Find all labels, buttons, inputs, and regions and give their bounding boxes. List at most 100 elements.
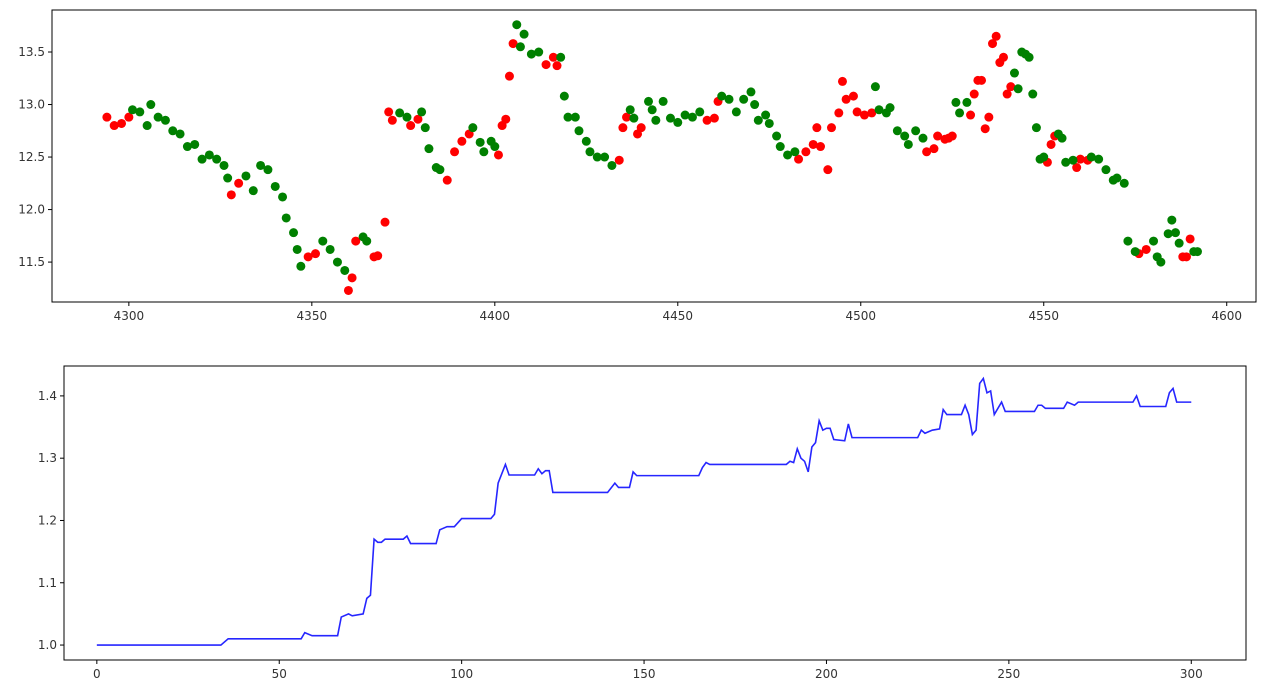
point [933, 131, 943, 141]
point [900, 131, 910, 141]
point [556, 52, 566, 62]
x-tick-label: 4350 [297, 309, 328, 323]
point [296, 261, 306, 271]
y-tick-label: 12.5 [18, 150, 45, 164]
point [783, 150, 793, 160]
point [761, 110, 771, 120]
point [303, 252, 313, 262]
point [1119, 178, 1129, 188]
point [885, 103, 895, 113]
point [592, 152, 602, 162]
point [1072, 163, 1082, 173]
point [351, 236, 361, 246]
point [772, 131, 782, 141]
point [607, 160, 617, 170]
point [1167, 215, 1177, 225]
point [234, 178, 244, 188]
point [746, 87, 756, 97]
point [826, 123, 836, 133]
point [702, 115, 712, 125]
point [955, 108, 965, 118]
point [1192, 247, 1202, 257]
point [1156, 257, 1166, 267]
point [347, 273, 357, 283]
point [808, 139, 818, 149]
point [219, 160, 229, 170]
point [292, 244, 302, 254]
x-tick-label: 50 [272, 667, 287, 681]
point [519, 29, 529, 39]
y-tick-label: 1.1 [38, 576, 57, 590]
point [442, 175, 452, 185]
point [479, 147, 489, 157]
point [109, 121, 119, 131]
point [395, 108, 405, 118]
point [614, 155, 624, 165]
point [387, 115, 397, 125]
point [457, 136, 467, 146]
point [190, 139, 200, 149]
point [135, 107, 145, 117]
point [281, 213, 291, 223]
point [951, 97, 961, 107]
point [1002, 89, 1012, 99]
y-tick-label: 1.2 [38, 513, 57, 527]
point [563, 112, 573, 122]
point [687, 112, 697, 122]
point [241, 171, 251, 181]
point [837, 76, 847, 86]
point [794, 154, 804, 164]
point [570, 112, 580, 122]
point [581, 136, 591, 146]
point [450, 147, 460, 157]
point [618, 123, 628, 133]
point [270, 181, 280, 191]
point [248, 186, 258, 196]
x-tick-label: 4600 [1211, 309, 1242, 323]
point [903, 139, 913, 149]
point [263, 165, 273, 175]
point [504, 71, 514, 81]
point [1149, 236, 1159, 246]
point [1024, 52, 1034, 62]
point [332, 257, 342, 267]
x-tick-label: 150 [633, 667, 656, 681]
point [625, 105, 635, 115]
point [731, 107, 741, 117]
point [1130, 247, 1140, 257]
point [153, 112, 163, 122]
point [475, 137, 485, 147]
x-tick-label: 200 [815, 667, 838, 681]
point [585, 147, 595, 157]
point [142, 121, 152, 131]
point [764, 118, 774, 128]
point [753, 115, 763, 125]
point [922, 147, 932, 157]
point [204, 150, 214, 160]
y-tick-label: 13.0 [18, 98, 45, 112]
axes-frame [63, 365, 1247, 661]
y-tick-label: 11.5 [18, 255, 45, 269]
point [600, 152, 610, 162]
point [841, 94, 851, 104]
point [980, 124, 990, 134]
point [647, 105, 657, 115]
line [96, 376, 1192, 646]
point [534, 47, 544, 57]
point [636, 123, 646, 133]
point [289, 228, 299, 238]
point [870, 82, 880, 92]
point [490, 142, 500, 152]
point [548, 52, 558, 62]
point [417, 107, 427, 117]
point [988, 39, 998, 49]
point [373, 251, 383, 261]
point [1123, 236, 1133, 246]
point [1163, 229, 1173, 239]
point [680, 110, 690, 120]
point [380, 217, 390, 227]
y-tick-label: 13.5 [18, 45, 45, 59]
point [801, 147, 811, 157]
x-tick-label: 300 [1180, 667, 1203, 681]
point [128, 105, 138, 115]
